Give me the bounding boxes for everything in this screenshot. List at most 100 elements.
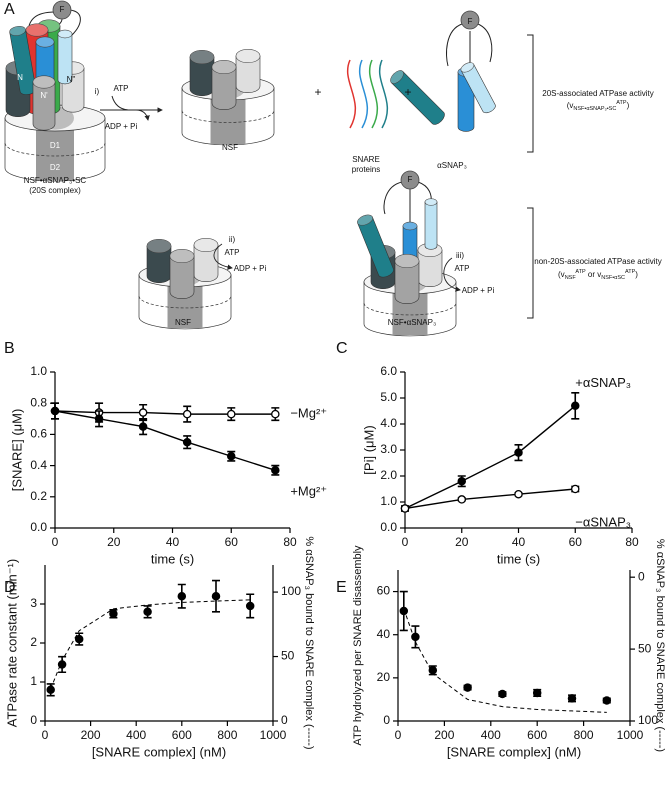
reaction-arrow bbox=[443, 257, 461, 292]
x-tick-label: 60 bbox=[225, 535, 239, 549]
data-point bbox=[457, 495, 466, 504]
x-tick-label: 0 bbox=[402, 535, 409, 549]
f-domain: F bbox=[408, 175, 413, 184]
helix-cylinder bbox=[57, 29, 73, 85]
data-point bbox=[138, 408, 148, 417]
snare-strand bbox=[346, 59, 356, 129]
helix-cylinder bbox=[32, 75, 56, 131]
cylinder-top bbox=[32, 75, 56, 89]
tether bbox=[477, 23, 493, 63]
cylinder-top bbox=[25, 23, 49, 37]
data-point bbox=[514, 489, 523, 499]
step-label: ii) bbox=[229, 235, 236, 244]
tether bbox=[69, 9, 81, 36]
y2-axis-label: % αSNAP₃ bound to SNARE complex (-----) bbox=[303, 536, 315, 749]
x-tick-label: 600 bbox=[172, 728, 192, 742]
series-line bbox=[54, 410, 276, 471]
data-point bbox=[138, 422, 148, 431]
y2-tick-label: 50 bbox=[281, 649, 295, 663]
x-tick-label: 0 bbox=[42, 728, 49, 742]
y-tick-label: 1.0 bbox=[30, 364, 47, 378]
y-axis-label: [SNARE] (μM) bbox=[9, 409, 24, 492]
data-point bbox=[211, 591, 221, 601]
series-label: +αSNAP₃ bbox=[575, 375, 631, 390]
ring-divider bbox=[4, 142, 106, 157]
snare-strand bbox=[378, 59, 388, 129]
x-tick-label: 80 bbox=[625, 535, 639, 549]
cylinder-top-shade bbox=[190, 50, 214, 64]
reactant: ATP bbox=[114, 84, 129, 93]
series-line bbox=[54, 410, 276, 415]
series-label: +Mg²⁺ bbox=[290, 484, 327, 499]
x-tick-label: 400 bbox=[126, 728, 146, 742]
panel-label: C bbox=[336, 340, 348, 357]
f-domain: F bbox=[60, 5, 65, 14]
data-point bbox=[182, 437, 192, 447]
data-point bbox=[74, 634, 84, 644]
snare-strand bbox=[368, 59, 378, 129]
rate-part: NSF•αSC bbox=[601, 275, 625, 281]
cylinder-body bbox=[32, 81, 56, 131]
cylinder-top-shade bbox=[357, 214, 373, 226]
cylinder-top bbox=[57, 29, 73, 39]
y-tick-label: 0 bbox=[30, 713, 37, 727]
rate-part: or v bbox=[586, 270, 602, 279]
f-domain: F bbox=[468, 17, 473, 26]
cylinder-top-shade bbox=[58, 30, 72, 38]
complex-sublabel: (20S complex) bbox=[29, 186, 81, 195]
cylinder-top-shade bbox=[390, 70, 404, 84]
cylinder-body bbox=[357, 216, 394, 278]
x-axis-label: time (s) bbox=[151, 551, 194, 566]
cylinder-top bbox=[9, 25, 26, 36]
data-point bbox=[400, 504, 410, 513]
data-point bbox=[571, 484, 580, 494]
chart-panel: C 0 20 40 60 80 0.0 1.0 2.0 3.0 4.0 5.0 6.0 time (s) [… bbox=[336, 340, 639, 566]
x-tick-label: 40 bbox=[512, 535, 526, 549]
data-point bbox=[463, 683, 472, 692]
helix-cylinder bbox=[357, 214, 394, 278]
activity-label: 20S-associated ATPase activity bbox=[542, 89, 653, 98]
reactant: ATP bbox=[225, 248, 240, 257]
f-domain-circle bbox=[400, 170, 420, 190]
cylinder-body bbox=[235, 55, 261, 94]
x-tick-label: 0 bbox=[395, 728, 402, 742]
data-point bbox=[498, 689, 507, 699]
bracket bbox=[527, 34, 534, 153]
cylinder-top bbox=[460, 62, 475, 73]
y-tick-label: 2 bbox=[30, 635, 37, 649]
f-domain-circle bbox=[460, 10, 480, 30]
helix-cylinder bbox=[394, 253, 420, 305]
helix-cylinder bbox=[390, 70, 445, 125]
panel-label: E bbox=[336, 579, 347, 596]
cylinder-top bbox=[357, 214, 373, 226]
x-axis-label: time (s) bbox=[497, 551, 540, 566]
activity-label: non-20S-associated ATPase activity bbox=[534, 257, 661, 266]
cylinder-top bbox=[169, 248, 195, 264]
y-tick-label: 1.0 bbox=[380, 494, 397, 508]
rate-part: NSF bbox=[565, 275, 577, 281]
y-tick-label: 0 bbox=[383, 713, 390, 727]
x-tick-label: 400 bbox=[481, 728, 501, 742]
y-tick-label: 6.0 bbox=[380, 364, 397, 378]
cylinder-top-shade bbox=[395, 254, 419, 268]
helix-cylinder bbox=[417, 242, 443, 288]
data-point bbox=[271, 466, 280, 475]
bracket bbox=[527, 207, 534, 319]
rate-part: (v bbox=[567, 101, 574, 110]
y-tick-label: 4.0 bbox=[380, 416, 397, 430]
y2-tick-label: 100 bbox=[281, 584, 301, 598]
product: ADP + Pi bbox=[462, 286, 495, 295]
rate-part: NSF•αSNAP₃•SC bbox=[573, 106, 616, 112]
cylinder-top-shade bbox=[194, 238, 218, 252]
panel-label: D bbox=[4, 579, 16, 596]
helix-cylinder bbox=[424, 198, 438, 250]
x-tick-label: 800 bbox=[217, 728, 237, 742]
y-tick-label: 20 bbox=[377, 670, 391, 684]
cylinder-top bbox=[394, 253, 420, 269]
rate-part: (v bbox=[558, 270, 565, 279]
data-point bbox=[177, 591, 187, 601]
